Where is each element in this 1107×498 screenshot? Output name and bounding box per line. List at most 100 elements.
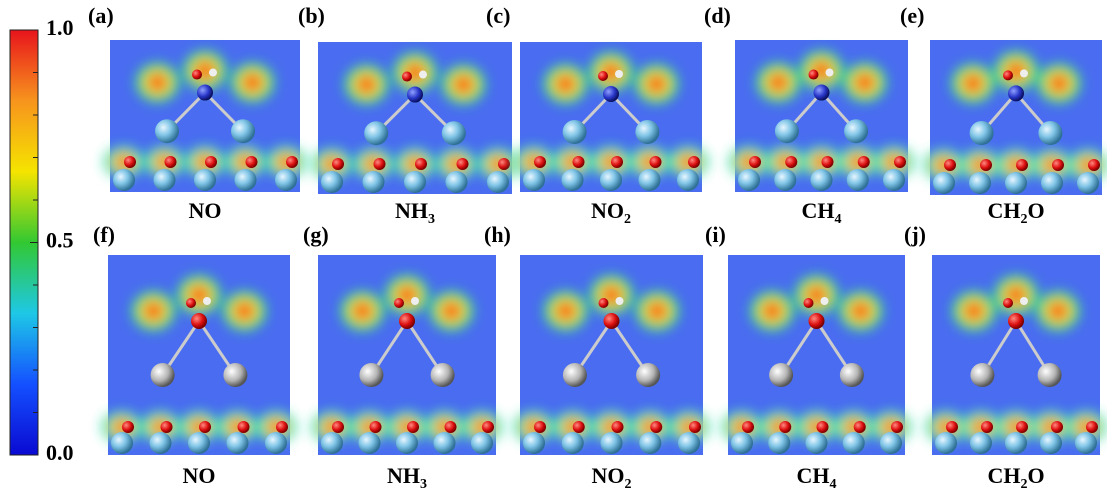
glow — [445, 304, 459, 318]
elf-panel — [104, 40, 306, 192]
atom — [970, 432, 992, 454]
caption-subscript: 4 — [830, 477, 837, 492]
glow — [238, 304, 252, 318]
atom — [1086, 421, 1098, 433]
atom — [359, 363, 383, 387]
atom — [1020, 69, 1028, 77]
panel-caption: CH2O — [987, 198, 1044, 227]
atom — [1008, 85, 1024, 101]
glow — [360, 78, 374, 92]
atom — [457, 158, 469, 170]
atom — [227, 432, 249, 454]
atom — [111, 432, 133, 454]
caption-text: CH — [802, 198, 835, 223]
colorbar-tick-label: 0.5 — [46, 228, 74, 253]
panel-caption: CH2O — [987, 463, 1044, 492]
atom — [186, 298, 196, 308]
atom — [321, 432, 343, 454]
atom — [124, 156, 136, 168]
caption-text: CH — [987, 463, 1020, 488]
atom — [731, 432, 753, 454]
atom — [445, 421, 457, 433]
glow — [966, 76, 980, 90]
atom — [498, 158, 510, 170]
glow — [650, 77, 664, 91]
atom — [611, 156, 623, 168]
atom — [981, 421, 993, 433]
panel-caption: NO2 — [592, 463, 632, 492]
atom — [370, 421, 382, 433]
atom — [980, 159, 992, 171]
atom — [563, 363, 587, 387]
caption-subscript: 3 — [420, 477, 427, 492]
atom — [1016, 421, 1028, 433]
panel-caption: NO — [189, 198, 222, 223]
atom — [446, 171, 468, 193]
panel-caption: CH4 — [802, 198, 842, 227]
atom — [840, 363, 864, 387]
atom — [188, 432, 210, 454]
panel-label: (j) — [904, 222, 926, 247]
atom — [768, 432, 790, 454]
elf-panel — [312, 255, 502, 455]
atom — [883, 169, 905, 191]
atom — [419, 71, 427, 79]
atom — [396, 432, 418, 454]
atom — [894, 156, 906, 168]
glow — [147, 304, 161, 318]
figure: 1.00.50.0(a)NO(b)NH3(c)NO2(d)CH4(e)CH2O(… — [0, 0, 1107, 493]
glow — [765, 304, 779, 318]
atom — [826, 69, 834, 77]
atom — [598, 71, 608, 81]
atom — [199, 421, 211, 433]
atom — [1040, 432, 1062, 454]
atom — [1052, 159, 1064, 171]
atom — [785, 156, 797, 168]
atom — [811, 169, 833, 191]
glow — [650, 304, 664, 318]
atom — [650, 156, 662, 168]
atom — [639, 169, 661, 191]
glow — [457, 78, 471, 92]
atom — [612, 421, 624, 433]
atom — [779, 421, 791, 433]
panel-label: (c) — [486, 3, 510, 28]
atom — [407, 87, 423, 103]
atom — [1075, 432, 1097, 454]
atom — [276, 421, 288, 433]
panel-caption: CH4 — [797, 463, 837, 492]
atom — [223, 363, 247, 387]
atom — [165, 156, 177, 168]
atom — [650, 421, 662, 433]
atom — [821, 297, 829, 305]
atom — [151, 363, 175, 387]
atom — [402, 72, 412, 82]
atom — [1003, 298, 1013, 308]
atom — [858, 156, 870, 168]
atom — [677, 169, 699, 191]
elf-panel — [102, 255, 296, 455]
panel-caption: NO2 — [591, 198, 631, 227]
atom — [970, 363, 994, 387]
atom — [1038, 363, 1062, 387]
caption-text: NO — [592, 463, 625, 488]
atom — [235, 169, 257, 191]
colorbar-tick-label: 0.0 — [46, 440, 74, 465]
atom — [615, 70, 623, 78]
panel-label: (i) — [705, 222, 726, 247]
atom — [404, 171, 426, 193]
atom — [154, 169, 176, 191]
atom — [399, 313, 415, 329]
atom — [742, 421, 754, 433]
panel-label: (a) — [88, 3, 114, 28]
glow — [246, 76, 260, 90]
atom — [374, 158, 386, 170]
glow — [559, 77, 573, 91]
atom — [1020, 297, 1028, 305]
atom — [599, 298, 609, 308]
atom — [411, 297, 419, 305]
atom — [880, 432, 902, 454]
caption-text: NH — [395, 198, 428, 223]
atom — [275, 169, 297, 191]
atom — [749, 156, 761, 168]
